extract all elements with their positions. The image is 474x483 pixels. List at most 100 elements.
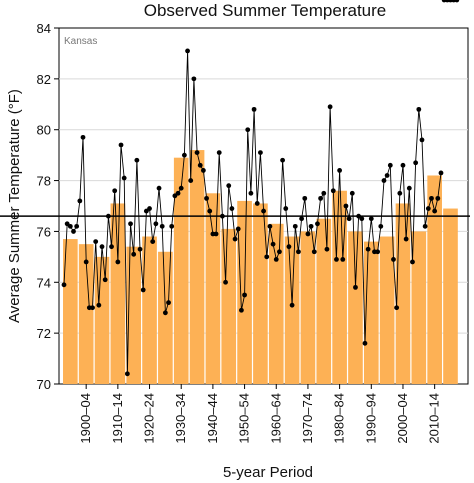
bar xyxy=(126,246,142,384)
data-point xyxy=(289,302,295,308)
bar xyxy=(443,208,458,384)
bar xyxy=(142,236,157,384)
data-point xyxy=(204,195,209,201)
data-point xyxy=(368,216,374,222)
data-point xyxy=(454,0,460,3)
x-tick-label: 1960–64 xyxy=(268,393,283,444)
data-point xyxy=(166,300,171,306)
bar xyxy=(363,241,379,384)
y-axis: 70 72 74 76 78 80 82 84 xyxy=(37,21,59,392)
data-point xyxy=(258,150,263,156)
data-point xyxy=(83,259,89,265)
data-point xyxy=(235,226,241,232)
bar xyxy=(348,231,363,384)
x-axis-label: 5-year Period xyxy=(223,464,313,481)
data-point xyxy=(200,168,206,173)
bar xyxy=(205,193,221,384)
x-tick-label: 1980–84 xyxy=(332,393,347,444)
x-tick-label: 1900–04 xyxy=(78,393,93,444)
data-point xyxy=(318,195,324,201)
data-point xyxy=(419,137,425,143)
bar xyxy=(379,236,395,384)
data-point xyxy=(153,221,159,227)
data-point xyxy=(150,239,156,245)
data-point xyxy=(346,216,352,222)
y-tick-label: 76 xyxy=(37,224,51,239)
data-point xyxy=(232,236,238,242)
bar xyxy=(332,190,347,384)
data-point xyxy=(353,284,358,290)
data-point xyxy=(435,195,441,201)
data-point xyxy=(242,292,247,298)
bar xyxy=(411,231,427,384)
data-point xyxy=(188,178,194,183)
data-point xyxy=(134,157,140,163)
data-point xyxy=(349,190,355,196)
data-point xyxy=(61,282,67,288)
data-point xyxy=(391,257,396,262)
data-point xyxy=(185,48,190,54)
data-point xyxy=(175,190,181,196)
data-point xyxy=(416,106,422,112)
data-point xyxy=(67,223,73,229)
data-point xyxy=(273,257,279,262)
data-point xyxy=(400,162,406,168)
data-point xyxy=(337,168,343,173)
bar xyxy=(316,218,332,384)
data-point xyxy=(365,246,371,252)
data-point xyxy=(413,160,419,166)
data-point xyxy=(191,76,197,82)
data-point xyxy=(327,104,333,110)
x-tick-label: 1940–44 xyxy=(205,393,220,444)
data-point xyxy=(343,203,349,209)
data-point xyxy=(229,206,235,211)
data-point xyxy=(223,279,228,285)
data-point xyxy=(169,223,175,229)
bar xyxy=(253,203,268,384)
data-point xyxy=(362,340,368,346)
bar xyxy=(189,150,205,384)
bar xyxy=(173,157,189,384)
annual-line xyxy=(63,50,442,374)
y-tick-label: 72 xyxy=(37,326,51,341)
data-point xyxy=(140,287,146,293)
data-point xyxy=(261,208,266,214)
data-point xyxy=(378,223,384,229)
data-point xyxy=(387,162,393,168)
y-tick-label: 74 xyxy=(37,275,51,290)
x-tick-label: 1990–94 xyxy=(363,393,378,444)
data-point xyxy=(226,183,232,189)
data-point xyxy=(197,162,203,168)
data-point xyxy=(375,249,381,255)
data-point xyxy=(410,259,415,265)
data-point xyxy=(194,150,200,156)
y-tick-label: 82 xyxy=(37,72,51,87)
data-point xyxy=(403,236,409,242)
data-point xyxy=(102,277,108,283)
annual-points xyxy=(61,0,460,377)
data-point xyxy=(299,216,304,222)
data-point xyxy=(315,221,320,227)
bars xyxy=(63,150,458,384)
data-point xyxy=(159,223,165,229)
data-point xyxy=(270,241,276,247)
data-point xyxy=(277,249,282,255)
bar xyxy=(158,251,173,384)
data-point xyxy=(359,216,365,222)
panel-label: Kansas xyxy=(64,36,97,47)
data-point xyxy=(267,223,273,229)
data-point xyxy=(248,190,254,196)
bar xyxy=(268,223,284,384)
data-point xyxy=(99,244,105,250)
data-point xyxy=(112,188,118,194)
data-point xyxy=(264,254,270,260)
data-point xyxy=(109,244,114,250)
data-point xyxy=(308,223,314,229)
y-axis-label: Average Summer Temperature (°F) xyxy=(6,89,23,323)
data-point xyxy=(283,206,289,211)
data-point xyxy=(181,152,187,158)
x-tick-label: 1920–24 xyxy=(142,393,157,444)
x-tick-label: 1930–34 xyxy=(173,393,188,444)
data-point xyxy=(71,229,76,234)
